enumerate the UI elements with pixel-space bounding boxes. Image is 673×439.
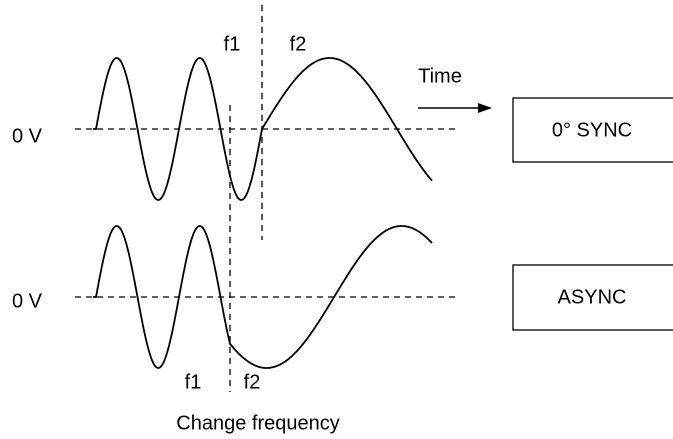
waveform: [93, 225, 433, 369]
zero-label: 0 V: [12, 125, 43, 147]
phase-label: f2: [244, 371, 261, 393]
time-label: Time: [418, 65, 462, 87]
mode-box: [512, 97, 673, 163]
zero-label: 0 V: [12, 290, 43, 312]
caption: Change frequency: [176, 412, 339, 434]
phase-label: f1: [185, 371, 202, 393]
phase-label: f1: [224, 33, 241, 55]
phase-label: f2: [290, 33, 307, 55]
mode-box: [512, 264, 673, 331]
waveform: [93, 57, 433, 201]
mode-label: ASYNC: [558, 286, 627, 308]
mode-label: 0° SYNC: [552, 119, 632, 141]
arrow-head: [478, 103, 492, 113]
